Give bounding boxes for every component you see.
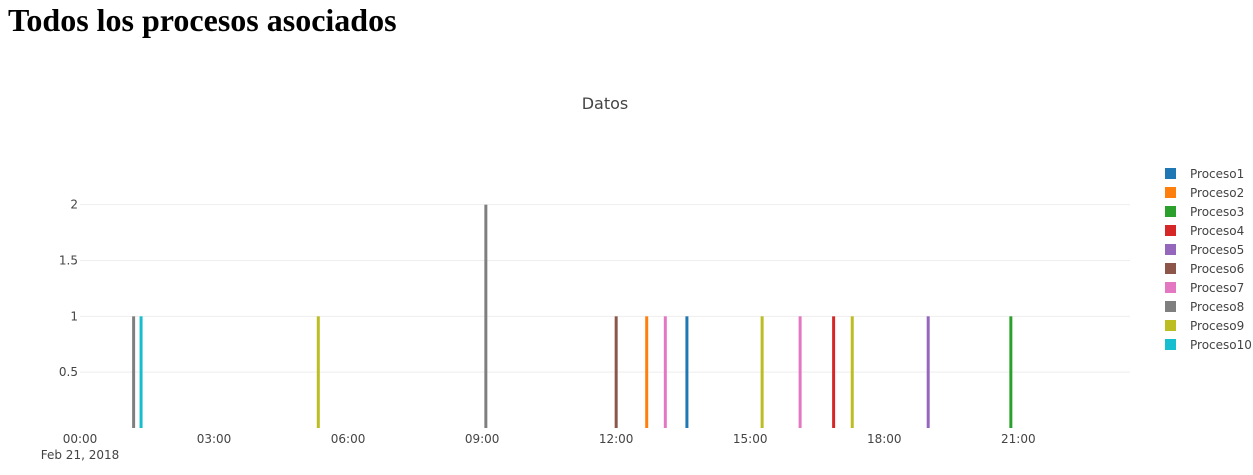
legend-swatch	[1165, 187, 1176, 198]
legend-label: Proceso6	[1190, 262, 1244, 276]
bar-proceso6	[614, 316, 618, 428]
bar-proceso2	[645, 316, 649, 428]
legend-label: Proceso8	[1190, 300, 1244, 314]
x-tick-label: 12:00	[599, 432, 634, 446]
page-heading: Todos los procesos asociados	[8, 2, 397, 38]
legend-item-proceso4[interactable]: Proceso4	[1165, 224, 1244, 238]
legend-label: Proceso3	[1190, 205, 1244, 219]
legend-item-proceso7[interactable]: Proceso7	[1165, 281, 1244, 295]
x-tick-label: 09:00	[465, 432, 500, 446]
y-tick-label: 1	[70, 309, 78, 323]
bar-proceso9	[316, 316, 320, 428]
legend-item-proceso3[interactable]: Proceso3	[1165, 205, 1244, 219]
legend-item-proceso9[interactable]: Proceso9	[1165, 319, 1244, 333]
legend-swatch	[1165, 168, 1176, 179]
gridlines	[80, 204, 1130, 373]
bar-proceso1	[685, 316, 689, 428]
chart-title: Datos	[582, 94, 629, 113]
x-tick-label: 06:00	[331, 432, 366, 446]
bar-proceso7	[798, 316, 802, 428]
legend-swatch	[1165, 244, 1176, 255]
legend-label: Proceso10	[1190, 338, 1252, 352]
y-tick-label: 2	[70, 198, 78, 212]
legend-item-proceso1[interactable]: Proceso1	[1165, 167, 1244, 181]
legend-item-proceso2[interactable]: Proceso2	[1165, 186, 1244, 200]
bars-group	[132, 204, 1013, 428]
x-tick-label: 18:00	[867, 432, 902, 446]
legend-label: Proceso2	[1190, 186, 1244, 200]
legend-item-proceso6[interactable]: Proceso6	[1165, 262, 1244, 276]
legend-label: Proceso5	[1190, 243, 1244, 257]
bar-proceso10	[139, 316, 143, 428]
bar-proceso5	[926, 316, 930, 428]
bar-proceso7	[663, 316, 667, 428]
legend-swatch	[1165, 339, 1176, 350]
y-axis: 0.5 1 1.5 2	[59, 198, 78, 379]
legend-label: Proceso9	[1190, 319, 1244, 333]
bar-proceso8	[484, 204, 488, 428]
bar-proceso3	[1009, 316, 1013, 428]
x-tick-label: 03:00	[197, 432, 232, 446]
x-tick-label: 00:00	[63, 432, 98, 446]
legend-swatch	[1165, 320, 1176, 331]
bar-proceso9	[850, 316, 854, 428]
x-tick-label: 21:00	[1001, 432, 1036, 446]
legend-item-proceso8[interactable]: Proceso8	[1165, 300, 1244, 314]
bar-proceso9	[760, 316, 764, 428]
bar-proceso8	[132, 316, 136, 428]
legend-swatch	[1165, 301, 1176, 312]
legend-label: Proceso4	[1190, 224, 1244, 238]
x-tick-label: 15:00	[733, 432, 768, 446]
legend-label: Proceso7	[1190, 281, 1244, 295]
legend-swatch	[1165, 263, 1176, 274]
legend-swatch	[1165, 282, 1176, 293]
legend-swatch	[1165, 206, 1176, 217]
bar-proceso4	[832, 316, 836, 428]
y-tick-label: 0.5	[59, 365, 78, 379]
legend-item-proceso5[interactable]: Proceso5	[1165, 243, 1244, 257]
x-tick-sublabel: Feb 21, 2018	[41, 448, 120, 462]
y-tick-label: 1.5	[59, 254, 78, 268]
legend-label: Proceso1	[1190, 167, 1244, 181]
x-axis: 00:00 Feb 21, 2018 03:00 06:00 09:00 12:00 15:…	[41, 432, 1036, 462]
legend: Proceso1 Proceso2 Proceso3 Proceso4 Proceso5…	[1165, 167, 1252, 352]
legend-swatch	[1165, 225, 1176, 236]
legend-item-proceso10[interactable]: Proceso10	[1165, 338, 1252, 352]
